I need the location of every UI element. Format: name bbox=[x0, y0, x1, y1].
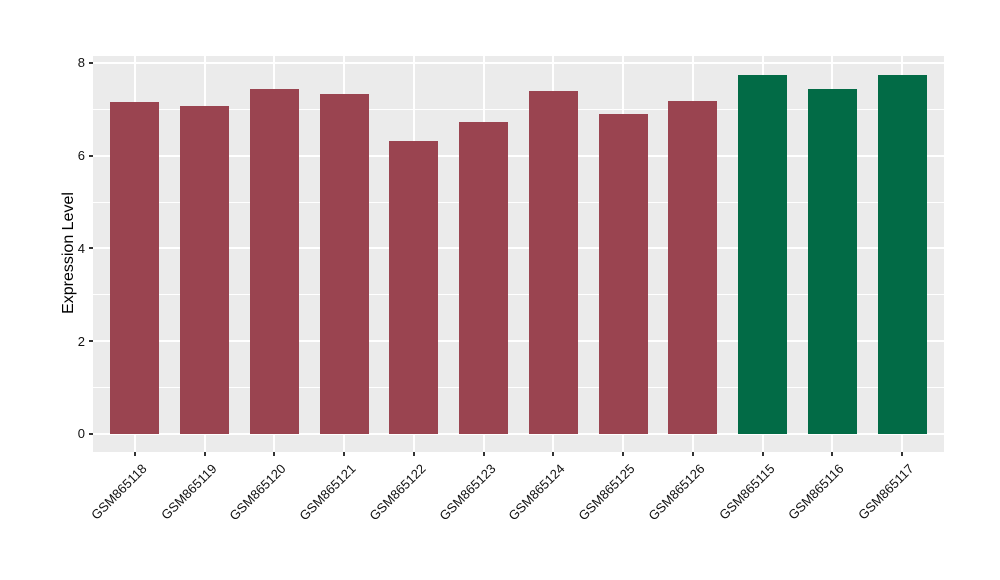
bar-GSM865116 bbox=[808, 89, 857, 434]
gridline-major-y2 bbox=[93, 340, 944, 343]
gridline-minor-y5 bbox=[93, 201, 944, 203]
x-tick-label-GSM865123: GSM865123 bbox=[436, 461, 499, 524]
gridline-minor-y3 bbox=[93, 294, 944, 296]
x-tick-label-GSM865122: GSM865122 bbox=[366, 461, 429, 524]
gridline-major-y0 bbox=[93, 432, 944, 435]
gridline-major-y4 bbox=[93, 247, 944, 250]
x-tick-mark-GSM865119 bbox=[203, 452, 206, 456]
x-tick-mark-GSM865118 bbox=[133, 452, 136, 456]
y-tick-mark-4 bbox=[89, 247, 93, 250]
x-tick-mark-GSM865124 bbox=[552, 452, 555, 456]
x-tick-label-GSM865115: GSM865115 bbox=[715, 461, 778, 523]
x-tick-mark-GSM865116 bbox=[831, 452, 834, 456]
x-tick-mark-GSM865117 bbox=[901, 452, 904, 456]
gridline-major-y6 bbox=[93, 154, 944, 157]
bar-GSM865123 bbox=[459, 122, 508, 434]
y-tick-label-2: 2 bbox=[77, 333, 85, 349]
x-tick-label-GSM865126: GSM865126 bbox=[645, 461, 708, 524]
x-tick-label-GSM865121: GSM865121 bbox=[296, 461, 359, 524]
y-tick-label-4: 4 bbox=[77, 240, 85, 256]
bar-GSM865126 bbox=[668, 100, 717, 434]
x-tick-label-GSM865124: GSM865124 bbox=[505, 461, 568, 524]
y-tick-mark-0 bbox=[89, 432, 93, 435]
bar-GSM865118 bbox=[110, 102, 159, 434]
plot-panel bbox=[93, 56, 944, 452]
x-tick-label-GSM865116: GSM865116 bbox=[785, 461, 848, 523]
x-tick-label-GSM865117: GSM865117 bbox=[855, 461, 917, 523]
y-tick-label-0: 0 bbox=[77, 426, 85, 442]
bar-GSM865125 bbox=[599, 114, 648, 434]
x-tick-mark-GSM865125 bbox=[622, 452, 625, 456]
x-tick-label-GSM865119: GSM865119 bbox=[157, 461, 220, 523]
bar-GSM865121 bbox=[320, 94, 369, 434]
y-tick-mark-6 bbox=[89, 154, 93, 157]
bar-GSM865122 bbox=[389, 141, 438, 434]
gridline-minor-y7 bbox=[93, 108, 944, 110]
y-tick-label-6: 6 bbox=[77, 148, 85, 164]
gridline-major-y8 bbox=[93, 61, 944, 64]
x-tick-mark-GSM865115 bbox=[761, 452, 764, 456]
y-tick-mark-2 bbox=[89, 340, 93, 343]
y-tick-mark-8 bbox=[89, 61, 93, 64]
x-tick-mark-GSM865122 bbox=[412, 452, 415, 456]
x-tick-mark-GSM865126 bbox=[691, 452, 694, 456]
gridline-minor-y1 bbox=[93, 387, 944, 389]
x-tick-label-GSM865120: GSM865120 bbox=[226, 461, 289, 524]
x-tick-mark-GSM865121 bbox=[343, 452, 346, 456]
x-tick-label-GSM865118: GSM865118 bbox=[87, 461, 150, 523]
bar-GSM865119 bbox=[180, 105, 229, 434]
bar-GSM865115 bbox=[738, 74, 787, 434]
x-tick-label-GSM865125: GSM865125 bbox=[575, 461, 638, 524]
x-tick-mark-GSM865123 bbox=[482, 452, 485, 456]
bar-GSM865117 bbox=[878, 74, 927, 434]
bar-GSM865124 bbox=[529, 90, 578, 434]
bar-GSM865120 bbox=[250, 88, 299, 434]
y-tick-label-8: 8 bbox=[77, 55, 85, 71]
x-tick-mark-GSM865120 bbox=[273, 452, 276, 456]
